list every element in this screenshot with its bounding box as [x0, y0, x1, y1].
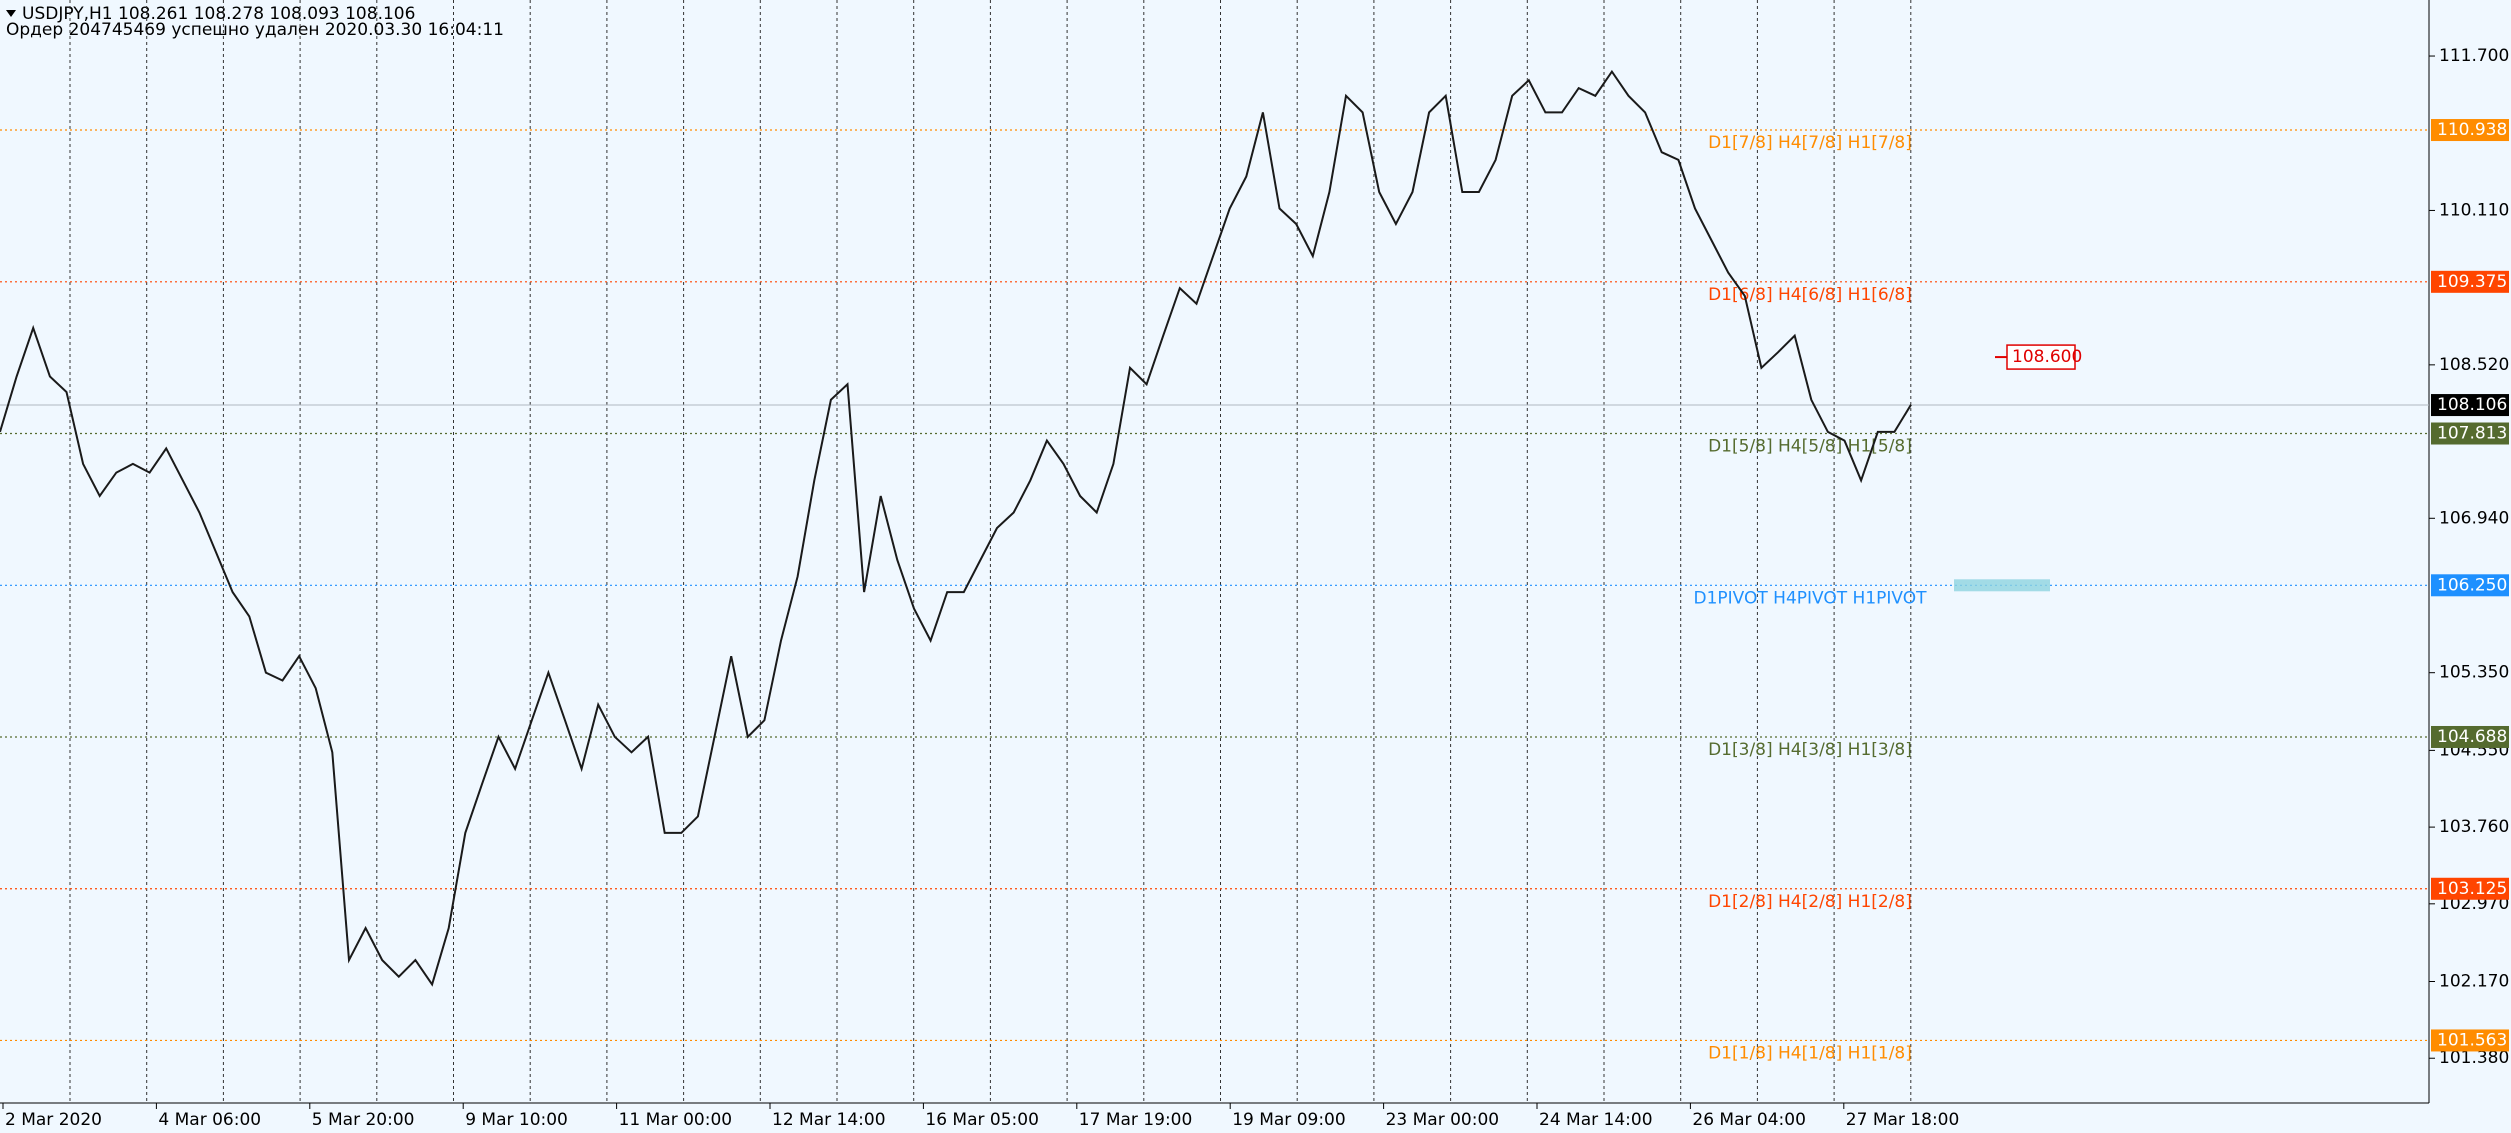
level-tag-label: 107.813 [2437, 424, 2507, 444]
y-tick-label: 110.110 [2439, 200, 2509, 220]
level-text: D1[5/8] H4[5/8] H1[5/8] [1708, 437, 1912, 457]
level-text: D1PIVOT H4PIVOT H1PIVOT [1694, 588, 1928, 608]
x-tick-label: 11 Mar 00:00 [619, 1110, 733, 1130]
x-tick-label: 23 Mar 00:00 [1386, 1110, 1500, 1130]
level-tag [2431, 1029, 2509, 1052]
x-tick-label: 2 Mar 2020 [5, 1110, 102, 1130]
level-text: D1[1/8] H4[1/8] H1[1/8] [1708, 1043, 1912, 1063]
message: Ордер 204745469 успешно удален 2020.03.3… [6, 20, 504, 40]
y-tick-label: 102.170 [2439, 972, 2509, 992]
level-text: D1[7/8] H4[7/8] H1[7/8] [1708, 133, 1912, 153]
y-tick-label: 111.700 [2439, 46, 2509, 66]
level-tag-label: 104.688 [2437, 727, 2507, 747]
x-tick-label: 16 Mar 05:00 [925, 1110, 1039, 1130]
level-tag [2431, 422, 2509, 445]
level-text: D1[2/8] H4[2/8] H1[2/8] [1708, 892, 1912, 912]
header: USDJPY,H1 108.261 108.278 108.093 108.10… [22, 4, 415, 24]
menu-arrow[interactable] [6, 10, 16, 17]
level-tag-label: 109.375 [2437, 272, 2507, 292]
x-tick-label: 27 Mar 18:00 [1846, 1110, 1960, 1130]
level-tag [2431, 270, 2509, 293]
level-tag-label: 103.125 [2437, 879, 2507, 899]
level-text: D1[6/8] H4[6/8] H1[6/8] [1708, 285, 1912, 305]
level-tag [2431, 877, 2509, 900]
marker-label: 108.600 [2012, 347, 2082, 367]
x-tick-label: 12 Mar 14:00 [772, 1110, 886, 1130]
current-label: 108.106 [2437, 395, 2507, 415]
y-tick-label: 106.940 [2439, 508, 2509, 528]
y-tick-label: 103.760 [2439, 817, 2509, 837]
y-tick-label: 101.380 [2439, 1048, 2509, 1068]
x-tick-label: 24 Mar 14:00 [1539, 1110, 1653, 1130]
current-tag [2431, 394, 2509, 417]
x-tick-label: 17 Mar 19:00 [1079, 1110, 1193, 1130]
level-tag [2431, 574, 2509, 597]
x-tick-label: 5 Mar 20:00 [312, 1110, 415, 1130]
level-tag [2431, 119, 2509, 142]
level-text: D1[3/8] H4[3/8] H1[3/8] [1708, 740, 1912, 760]
x-tick-label: 19 Mar 09:00 [1232, 1110, 1346, 1130]
marker-box [2006, 344, 2076, 370]
price-line [0, 69, 1912, 987]
level-tag [2431, 725, 2509, 748]
pivot-zone [1954, 579, 2050, 592]
level-tag-label: 110.938 [2437, 120, 2507, 140]
x-tick-label: 4 Mar 06:00 [158, 1110, 261, 1130]
y-tick-label: 108.520 [2439, 355, 2509, 375]
level-tag-label: 101.563 [2437, 1030, 2507, 1050]
y-tick-label: 105.350 [2439, 663, 2509, 683]
level-tag-label: 106.250 [2437, 575, 2507, 595]
x-tick-label: 26 Mar 04:00 [1692, 1110, 1806, 1130]
x-tick-label: 9 Mar 10:00 [465, 1110, 568, 1130]
